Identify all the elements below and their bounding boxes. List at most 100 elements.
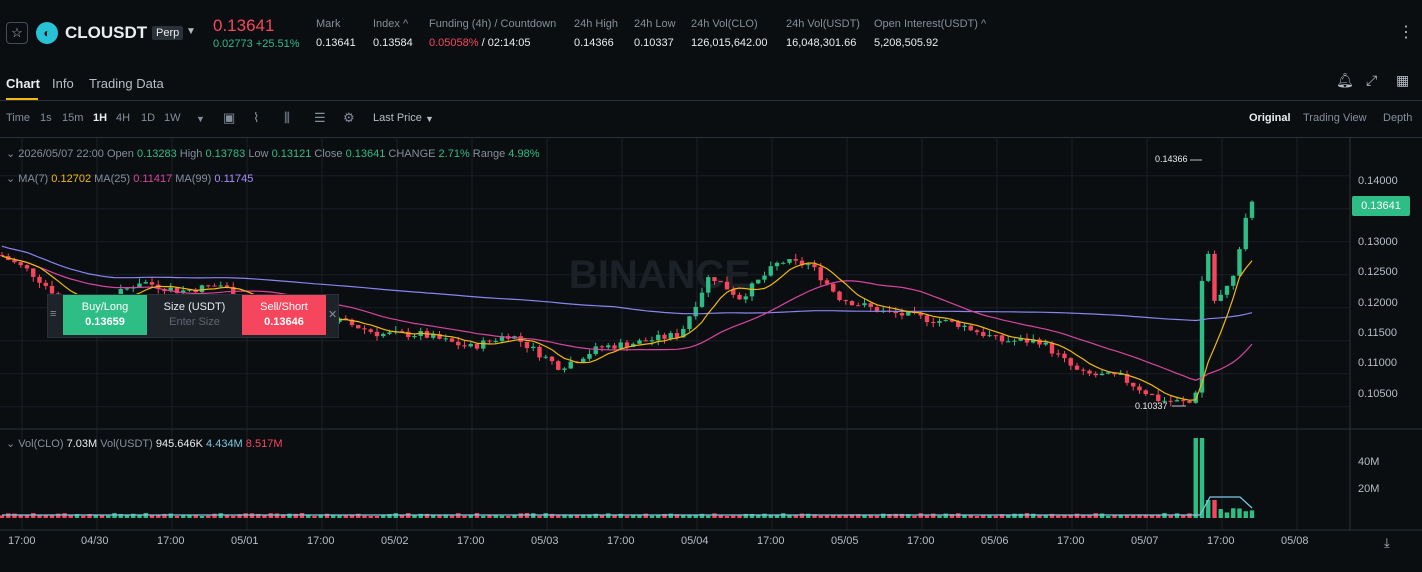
volume-bar [862, 514, 867, 518]
interval-dropdown-icon[interactable]: ▼ [196, 114, 205, 124]
volume-bar [1049, 513, 1055, 518]
interval-1h[interactable]: 1H [93, 112, 108, 124]
ohlc-high: 0.13783 [205, 148, 246, 160]
candle-body [212, 285, 217, 287]
volume-bar [431, 514, 436, 518]
buy-price: 0.13659 [85, 316, 125, 328]
volume-bar [1174, 513, 1180, 518]
legend-collapse-icon[interactable]: ⌄ [6, 438, 16, 450]
view-trading-view[interactable]: Trading View [1303, 112, 1367, 124]
buy-long-button[interactable]: Buy/Long 0.13659 [63, 295, 147, 335]
candlestick-chart[interactable]: BINANCE [0, 138, 1422, 554]
settings-list-icon[interactable]: ☰ [314, 110, 326, 125]
volume-bar [1068, 515, 1073, 518]
candle-body [143, 282, 148, 284]
size-placeholder[interactable]: Enter Size [169, 316, 220, 328]
volume-bar [1212, 500, 1217, 518]
candle-body [399, 331, 405, 333]
candle-body [599, 346, 605, 348]
volume-bar [131, 513, 136, 518]
volume-bar [587, 514, 592, 518]
chevron-down-icon[interactable]: ▼ [425, 114, 434, 124]
candle-body [406, 331, 411, 338]
favorite-star-icon[interactable]: ☆ [6, 22, 28, 44]
scale-toggle-icon[interactable]: ⤓ [1384, 535, 1390, 550]
candle-body [1243, 217, 1248, 250]
volume-bar [0, 515, 5, 518]
candle-body [24, 265, 30, 269]
volume-bar [1243, 511, 1248, 518]
candle-body [493, 340, 498, 342]
chevron-down-icon[interactable]: ▼ [186, 26, 196, 37]
calendar-icon[interactable]: ▣ [223, 110, 236, 125]
drag-handle-icon[interactable]: ≡ [50, 308, 57, 320]
bell-icon[interactable]: 🔔︎ [1336, 72, 1354, 88]
interval-4h[interactable]: 4H [116, 112, 131, 124]
low-annotation: 0.10337 [1135, 401, 1168, 411]
volume-bar [568, 514, 573, 518]
volume-bar [631, 514, 636, 518]
legend-collapse-icon[interactable]: ⌄ [6, 173, 16, 185]
interval-1d[interactable]: 1D [141, 112, 156, 124]
stat-index[interactable]: Index ^ 0.13584 [373, 18, 413, 49]
volume-bar [693, 515, 698, 518]
price-source-select[interactable]: Last Price [373, 112, 422, 124]
volume-ma-line [2, 496, 1253, 516]
candle-body [693, 306, 698, 317]
volume-bar [43, 515, 48, 518]
symbol-name[interactable]: CLOUSDT [65, 23, 148, 42]
candle-body [1181, 400, 1186, 402]
time-tick: 05/07 [1131, 535, 1159, 547]
tab-trading-data[interactable]: Trading Data [89, 76, 164, 91]
tab-chart[interactable]: Chart [6, 76, 40, 91]
candle-body [531, 346, 536, 349]
volume-bar [1018, 513, 1023, 518]
interval-1s[interactable]: 1s [40, 112, 52, 124]
view-depth[interactable]: Depth [1383, 112, 1413, 124]
expand-icon[interactable]: ⤢ [1366, 72, 1378, 88]
volume-bar [1143, 515, 1148, 518]
volume-bar [206, 515, 211, 518]
stat-open-interest[interactable]: Open Interest(USDT) ^ 5,208,505.92 [874, 18, 986, 49]
volume-bar [1099, 513, 1105, 518]
tab-info[interactable]: Info [52, 76, 74, 91]
time-tick: 05/02 [381, 535, 409, 547]
interval-1w[interactable]: 1W [164, 112, 181, 124]
more-options-icon[interactable]: ⋮⋮ [1398, 24, 1422, 41]
ma7-label: MA(7) [18, 173, 49, 185]
volume-bar [181, 515, 186, 518]
candle-body [149, 282, 155, 285]
view-original[interactable]: Original [1249, 112, 1291, 124]
candle-body [968, 325, 973, 331]
candle-body [368, 329, 373, 332]
volume-bar [1106, 515, 1111, 518]
candle-body [456, 341, 461, 346]
gear-icon[interactable]: ⚙ [343, 110, 355, 125]
close-icon[interactable]: ✕ [328, 309, 338, 321]
volume-bar [1031, 513, 1036, 518]
volume-bar [268, 513, 273, 518]
volume-bar [668, 513, 673, 518]
volume-bar [943, 513, 948, 518]
candle-body [37, 276, 42, 283]
volume-bar [1062, 514, 1067, 518]
layout-grid-icon[interactable]: ▦ [1396, 72, 1410, 88]
candle-type-icon[interactable]: ⫼ [284, 110, 290, 125]
size-input[interactable]: Size (USDT) Enter Size [148, 295, 241, 335]
candle-body [743, 296, 748, 300]
stat-24h-high: 24h High 0.14366 [574, 18, 618, 49]
indicator-icon[interactable]: ⌇ [253, 110, 260, 125]
candle-body [1037, 339, 1042, 345]
candle-body [793, 259, 798, 261]
volume-bar [706, 515, 711, 518]
candle-body [787, 259, 792, 263]
volume-bar [662, 513, 667, 518]
sell-short-button[interactable]: Sell/Short 0.13646 [242, 295, 326, 335]
ma99-line [1, 245, 1253, 322]
legend-collapse-icon[interactable]: ⌄ [6, 148, 16, 160]
volume-bar [843, 515, 848, 518]
interval-15m[interactable]: 15m [62, 112, 84, 124]
volume-bar [506, 515, 511, 518]
candle-body [799, 260, 805, 266]
candle-body [712, 277, 717, 282]
